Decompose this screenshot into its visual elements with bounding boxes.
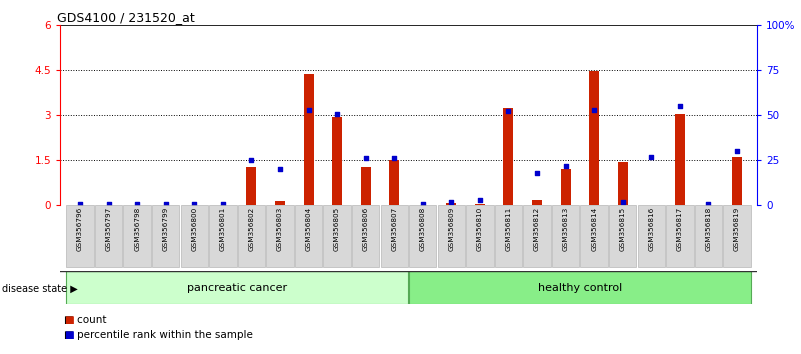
Point: [616, 199, 629, 205]
Text: GSM356803: GSM356803: [277, 207, 283, 251]
Text: GSM356805: GSM356805: [334, 207, 340, 251]
Point: [103, 201, 115, 207]
Text: GSM356801: GSM356801: [219, 207, 226, 251]
FancyBboxPatch shape: [523, 205, 551, 267]
Text: GSM356796: GSM356796: [77, 207, 83, 251]
Bar: [561, 169, 570, 205]
Text: ■ count: ■ count: [64, 315, 107, 325]
Text: healthy control: healthy control: [537, 282, 622, 293]
Text: GSM356813: GSM356813: [562, 207, 569, 251]
Text: GSM356800: GSM356800: [191, 207, 197, 251]
Text: disease state ▶: disease state ▶: [2, 284, 78, 293]
Bar: [674, 114, 685, 205]
Text: ■: ■: [64, 330, 74, 339]
Point: [131, 201, 143, 207]
Point: [674, 103, 686, 109]
Bar: [732, 157, 742, 205]
FancyBboxPatch shape: [95, 205, 123, 267]
FancyBboxPatch shape: [581, 205, 608, 267]
Point: [159, 201, 172, 207]
FancyBboxPatch shape: [409, 205, 437, 267]
Text: GSM356809: GSM356809: [449, 207, 454, 251]
FancyBboxPatch shape: [409, 272, 751, 304]
Bar: [618, 162, 628, 205]
Text: GSM356808: GSM356808: [420, 207, 426, 251]
Text: GSM356811: GSM356811: [505, 207, 512, 251]
Point: [445, 199, 457, 205]
Bar: [504, 108, 513, 205]
Text: GSM356804: GSM356804: [305, 207, 312, 251]
Point: [245, 157, 258, 163]
Point: [388, 155, 400, 161]
FancyBboxPatch shape: [380, 205, 408, 267]
FancyBboxPatch shape: [266, 205, 294, 267]
Bar: [247, 167, 256, 205]
Text: GSM356812: GSM356812: [534, 207, 540, 251]
Text: GSM356814: GSM356814: [591, 207, 598, 251]
Text: pancreatic cancer: pancreatic cancer: [187, 282, 288, 293]
Point: [331, 111, 344, 117]
Point: [216, 201, 229, 207]
FancyBboxPatch shape: [209, 205, 236, 267]
Point: [645, 154, 658, 159]
Point: [530, 170, 543, 176]
Bar: [475, 204, 485, 205]
Point: [360, 155, 372, 161]
Text: GSM356816: GSM356816: [648, 207, 654, 251]
Text: GSM356819: GSM356819: [734, 207, 740, 251]
Point: [74, 201, 87, 206]
FancyBboxPatch shape: [437, 205, 465, 267]
Bar: [446, 203, 457, 205]
Point: [502, 109, 515, 114]
FancyBboxPatch shape: [66, 272, 408, 304]
Text: GSM356806: GSM356806: [363, 207, 368, 251]
FancyBboxPatch shape: [694, 205, 723, 267]
FancyBboxPatch shape: [352, 205, 380, 267]
Text: GSM356797: GSM356797: [106, 207, 111, 251]
FancyBboxPatch shape: [66, 205, 94, 267]
FancyBboxPatch shape: [609, 205, 637, 267]
Bar: [304, 74, 313, 205]
Bar: [590, 70, 599, 205]
FancyBboxPatch shape: [180, 205, 208, 267]
Text: GSM356807: GSM356807: [391, 207, 397, 251]
Point: [731, 148, 743, 154]
Point: [417, 201, 429, 206]
FancyBboxPatch shape: [638, 205, 665, 267]
FancyBboxPatch shape: [123, 205, 151, 267]
Bar: [275, 201, 285, 205]
FancyBboxPatch shape: [552, 205, 579, 267]
Bar: [389, 160, 399, 205]
Text: GSM356799: GSM356799: [163, 207, 169, 251]
FancyBboxPatch shape: [152, 205, 179, 267]
Point: [188, 201, 201, 207]
Bar: [332, 117, 342, 205]
FancyBboxPatch shape: [723, 205, 751, 267]
FancyBboxPatch shape: [238, 205, 265, 267]
Text: GSM356802: GSM356802: [248, 207, 255, 251]
Text: ■: ■: [64, 315, 74, 325]
Point: [588, 107, 601, 113]
FancyBboxPatch shape: [666, 205, 694, 267]
FancyBboxPatch shape: [466, 205, 493, 267]
FancyBboxPatch shape: [495, 205, 522, 267]
Point: [302, 107, 315, 113]
Text: GSM356817: GSM356817: [677, 207, 682, 251]
Text: ■ percentile rank within the sample: ■ percentile rank within the sample: [64, 330, 253, 339]
FancyBboxPatch shape: [324, 205, 351, 267]
Point: [274, 166, 287, 172]
Point: [559, 163, 572, 169]
Text: GSM356818: GSM356818: [706, 207, 711, 251]
Text: GSM356798: GSM356798: [135, 207, 140, 251]
Text: GSM356815: GSM356815: [620, 207, 626, 251]
Point: [473, 197, 486, 203]
Text: GDS4100 / 231520_at: GDS4100 / 231520_at: [57, 11, 195, 24]
Bar: [360, 167, 371, 205]
FancyBboxPatch shape: [295, 205, 322, 267]
Bar: [532, 200, 542, 205]
Point: [702, 201, 714, 207]
Text: GSM356810: GSM356810: [477, 207, 483, 251]
